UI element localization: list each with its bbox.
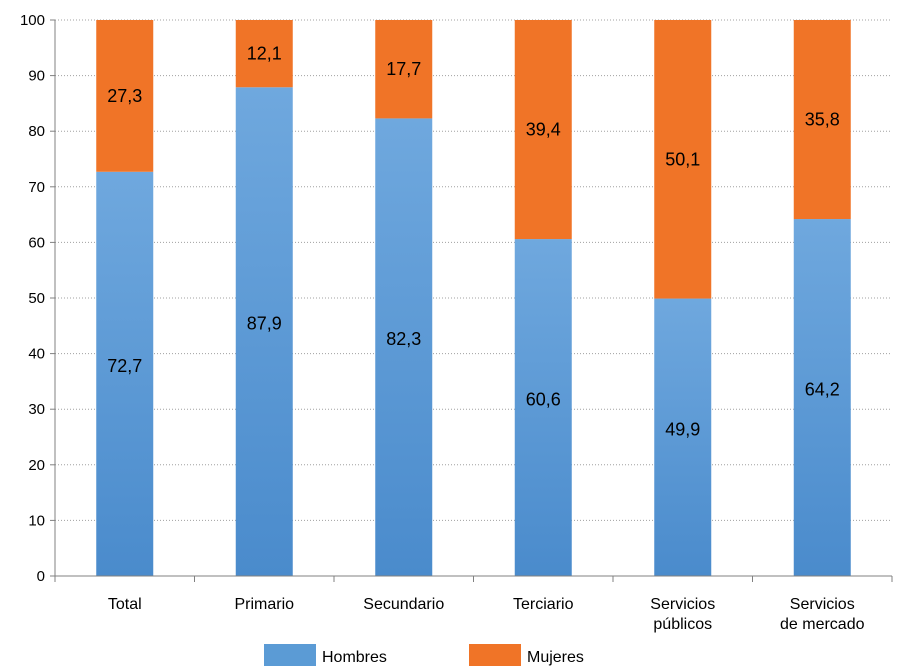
y-tick-label: 30 — [28, 401, 45, 418]
x-category-label: públicos — [653, 616, 712, 633]
x-category-label: Terciario — [513, 596, 574, 613]
bar-hombres — [375, 118, 433, 577]
gridlines — [55, 19, 892, 521]
bar-mujeres — [514, 20, 572, 240]
bar-hombres — [235, 87, 293, 576]
y-tick-label: 40 — [28, 346, 45, 363]
x-category-label: Servicios — [790, 596, 855, 613]
data-label-mujeres: 27,3 — [107, 86, 142, 106]
data-label-hombres: 64,2 — [805, 380, 840, 400]
y-tick-label: 0 — [37, 568, 45, 585]
data-label-mujeres: 35,8 — [805, 110, 840, 130]
bar-hombres — [793, 219, 851, 576]
y-tick-label: 80 — [28, 123, 45, 140]
y-tick-label: 50 — [28, 290, 45, 307]
legend-swatch — [264, 644, 316, 666]
x-category-label: Total — [108, 596, 142, 613]
data-label-hombres: 49,9 — [665, 419, 700, 439]
y-tick-label: 70 — [28, 179, 45, 196]
bars — [96, 20, 851, 577]
y-tick-label: 100 — [20, 12, 45, 29]
legend-label: Hombres — [322, 649, 387, 666]
bar-mujeres — [654, 20, 712, 299]
labels: 0 10 20 30 40 50 60 70 80 90 100 72,7 27,3 Total 87,9 1… — [20, 12, 865, 633]
y-tick-label: 90 — [28, 68, 45, 85]
x-category-label: Primario — [234, 596, 294, 613]
data-label-hombres: 72,7 — [107, 356, 142, 376]
y-tick-label: 10 — [28, 512, 45, 529]
bar-mujeres — [235, 20, 293, 88]
data-label-mujeres: 39,4 — [526, 120, 561, 140]
axes — [50, 19, 893, 582]
bar-mujeres — [96, 20, 154, 172]
bar-hombres — [96, 171, 154, 576]
x-category-label: de mercado — [780, 616, 865, 633]
bar-hombres — [654, 298, 712, 576]
data-label-mujeres: 50,1 — [665, 149, 700, 169]
legend-swatch — [469, 644, 521, 666]
data-label-hombres: 60,6 — [526, 390, 561, 410]
legend: Hombres Mujeres — [264, 644, 584, 666]
x-category-label: Servicios — [650, 596, 715, 613]
legend-label: Mujeres — [527, 649, 584, 666]
x-category-label: Secundario — [363, 596, 444, 613]
data-label-mujeres: 17,7 — [386, 59, 421, 79]
bar-mujeres — [793, 20, 851, 220]
y-tick-label: 60 — [28, 234, 45, 251]
bar-hombres — [514, 239, 572, 576]
data-label-mujeres: 12,1 — [247, 44, 282, 64]
data-label-hombres: 82,3 — [386, 329, 421, 349]
y-tick-label: 20 — [28, 457, 45, 474]
bar-mujeres — [375, 20, 433, 119]
data-label-hombres: 87,9 — [247, 314, 282, 334]
